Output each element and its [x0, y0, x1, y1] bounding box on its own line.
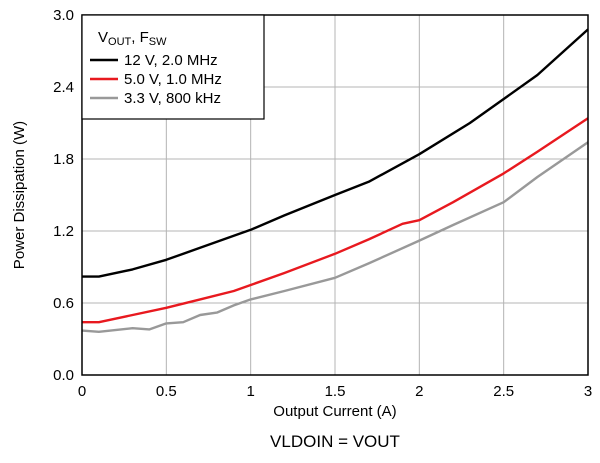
legend-title-separator: , F: [131, 29, 149, 46]
legend-label-3: 3.3 V, 800 kHz: [124, 90, 221, 107]
x-tick-label: 0: [78, 383, 86, 400]
legend-label-1: 12 V, 2.0 MHz: [124, 52, 218, 69]
y-tick-label: 1.2: [53, 223, 74, 240]
y-tick-label: 2.4: [53, 79, 74, 96]
series-line-1: [82, 28, 589, 278]
x-axis-title: Output Current (A): [273, 403, 396, 420]
tick-labels: 0 0.5 1 1.5 2 2.5 3 0.0 0.6 1.2 1.8 2.4 3.0: [53, 7, 592, 400]
y-axis-title: Power Dissipation (W): [11, 121, 28, 269]
y-tick-label: 1.8: [53, 151, 74, 168]
legend: VOUT, FSW 12 V, 2.0 MHz 5.0 V, 1.0 MHz 3.3…: [81, 14, 265, 120]
series-lines: [81, 28, 589, 333]
legend-label-2: 5.0 V, 1.0 MHz: [124, 71, 222, 88]
legend-title: VOUT, FSW: [98, 29, 167, 48]
legend-title-sub-sw: SW: [149, 36, 167, 48]
y-tick-label: 0.6: [53, 295, 74, 312]
legend-title-main: V: [98, 29, 108, 46]
series-line-3: [81, 141, 589, 333]
legend-items: 12 V, 2.0 MHz 5.0 V, 1.0 MHz 3.3 V, 800 kH…: [90, 52, 222, 107]
x-tick-label: 1.5: [325, 383, 346, 400]
y-tick-label: 0.0: [53, 367, 74, 384]
x-tick-label: 1: [246, 383, 254, 400]
x-tick-label: 2: [415, 383, 423, 400]
series-line-2: [82, 117, 589, 324]
legend-box: [81, 14, 265, 120]
y-tick-label: 3.0: [53, 7, 74, 24]
legend-title-sub-out: OUT: [108, 36, 132, 48]
x-tick-label: 3: [584, 383, 592, 400]
plot-frame: [81, 14, 589, 376]
x-tick-label: 0.5: [156, 383, 177, 400]
x-tick-label: 2.5: [493, 383, 514, 400]
chart-caption: VLDOIN = VOUT: [270, 432, 400, 451]
